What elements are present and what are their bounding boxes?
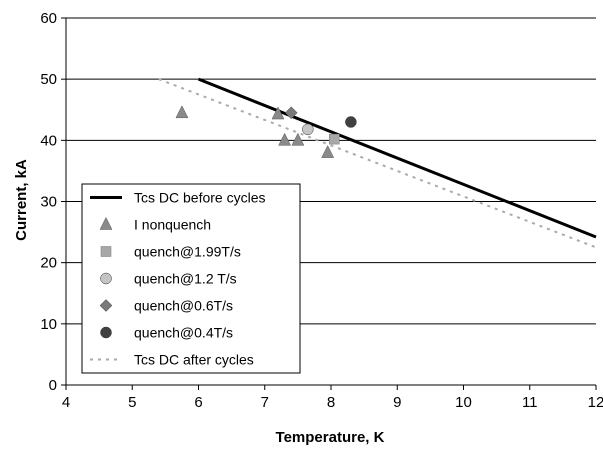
y-tick-label: 30 xyxy=(40,194,57,211)
data-point-square xyxy=(329,133,340,145)
x-tick-label: 11 xyxy=(522,394,538,411)
data-point-triangle xyxy=(271,106,285,120)
data-point-triangle xyxy=(175,105,189,119)
legend-swatch-triangle xyxy=(99,216,113,230)
x-tick-label: 6 xyxy=(194,394,202,411)
legend-swatch-diamond xyxy=(99,299,113,312)
y-axis-title: Current, kA xyxy=(13,159,30,241)
data-point-triangle xyxy=(278,132,292,146)
legend-swatch-square xyxy=(100,246,112,257)
legend-box xyxy=(81,183,301,374)
y-tick-label: 60 xyxy=(40,10,57,27)
y-tick-label: 40 xyxy=(40,132,57,149)
legend-entry-label: quench@0.4T/s xyxy=(134,325,233,341)
x-tick-label: 7 xyxy=(261,394,269,411)
x-tick-label: 8 xyxy=(327,394,335,411)
y-tick-label: 20 xyxy=(40,255,57,272)
legend-swatch-circle xyxy=(100,272,112,285)
x-tick-label: 9 xyxy=(393,394,401,411)
data-point-circle xyxy=(345,116,357,128)
axes xyxy=(61,17,597,390)
data-point-diamond xyxy=(284,106,298,120)
data-point-circle xyxy=(302,123,314,136)
y-tick-label: 50 xyxy=(40,71,57,88)
legend-entry-label: quench@1.99T/s xyxy=(134,244,241,260)
y-tick-label: 0 xyxy=(49,377,57,394)
legend-entry-label: quench@1.2 T/s xyxy=(134,271,237,287)
tick-labels: 0 10 20 30 40 50 60 4 5 6 7 8 9 10 11 12 xyxy=(40,10,603,411)
y-tick-label: 10 xyxy=(40,316,57,333)
legend-entry-label: quench@0.6T/s xyxy=(134,298,233,314)
plot-series xyxy=(158,77,597,249)
x-tick-label: 12 xyxy=(588,394,603,411)
series-line-after-cycles xyxy=(158,78,597,249)
legend-entry-label: I nonquench xyxy=(134,217,211,233)
data-point-triangle xyxy=(321,145,335,158)
x-tick-label: 5 xyxy=(128,394,136,411)
legend-swatch-circle xyxy=(100,326,112,339)
legend-entry-label: Tcs DC after cycles xyxy=(134,352,254,368)
legend-entry-label: Tcs DC before cycles xyxy=(134,190,265,206)
legend: Tcs DC before cycles I nonquench quench@1.… xyxy=(81,183,301,374)
data-point-triangle xyxy=(291,132,305,146)
x-tick-label: 10 xyxy=(455,394,472,411)
x-axis-title: Temperature, K xyxy=(276,429,385,446)
series-line-before-cycles xyxy=(197,77,597,239)
x-tick-label: 4 xyxy=(62,394,70,411)
